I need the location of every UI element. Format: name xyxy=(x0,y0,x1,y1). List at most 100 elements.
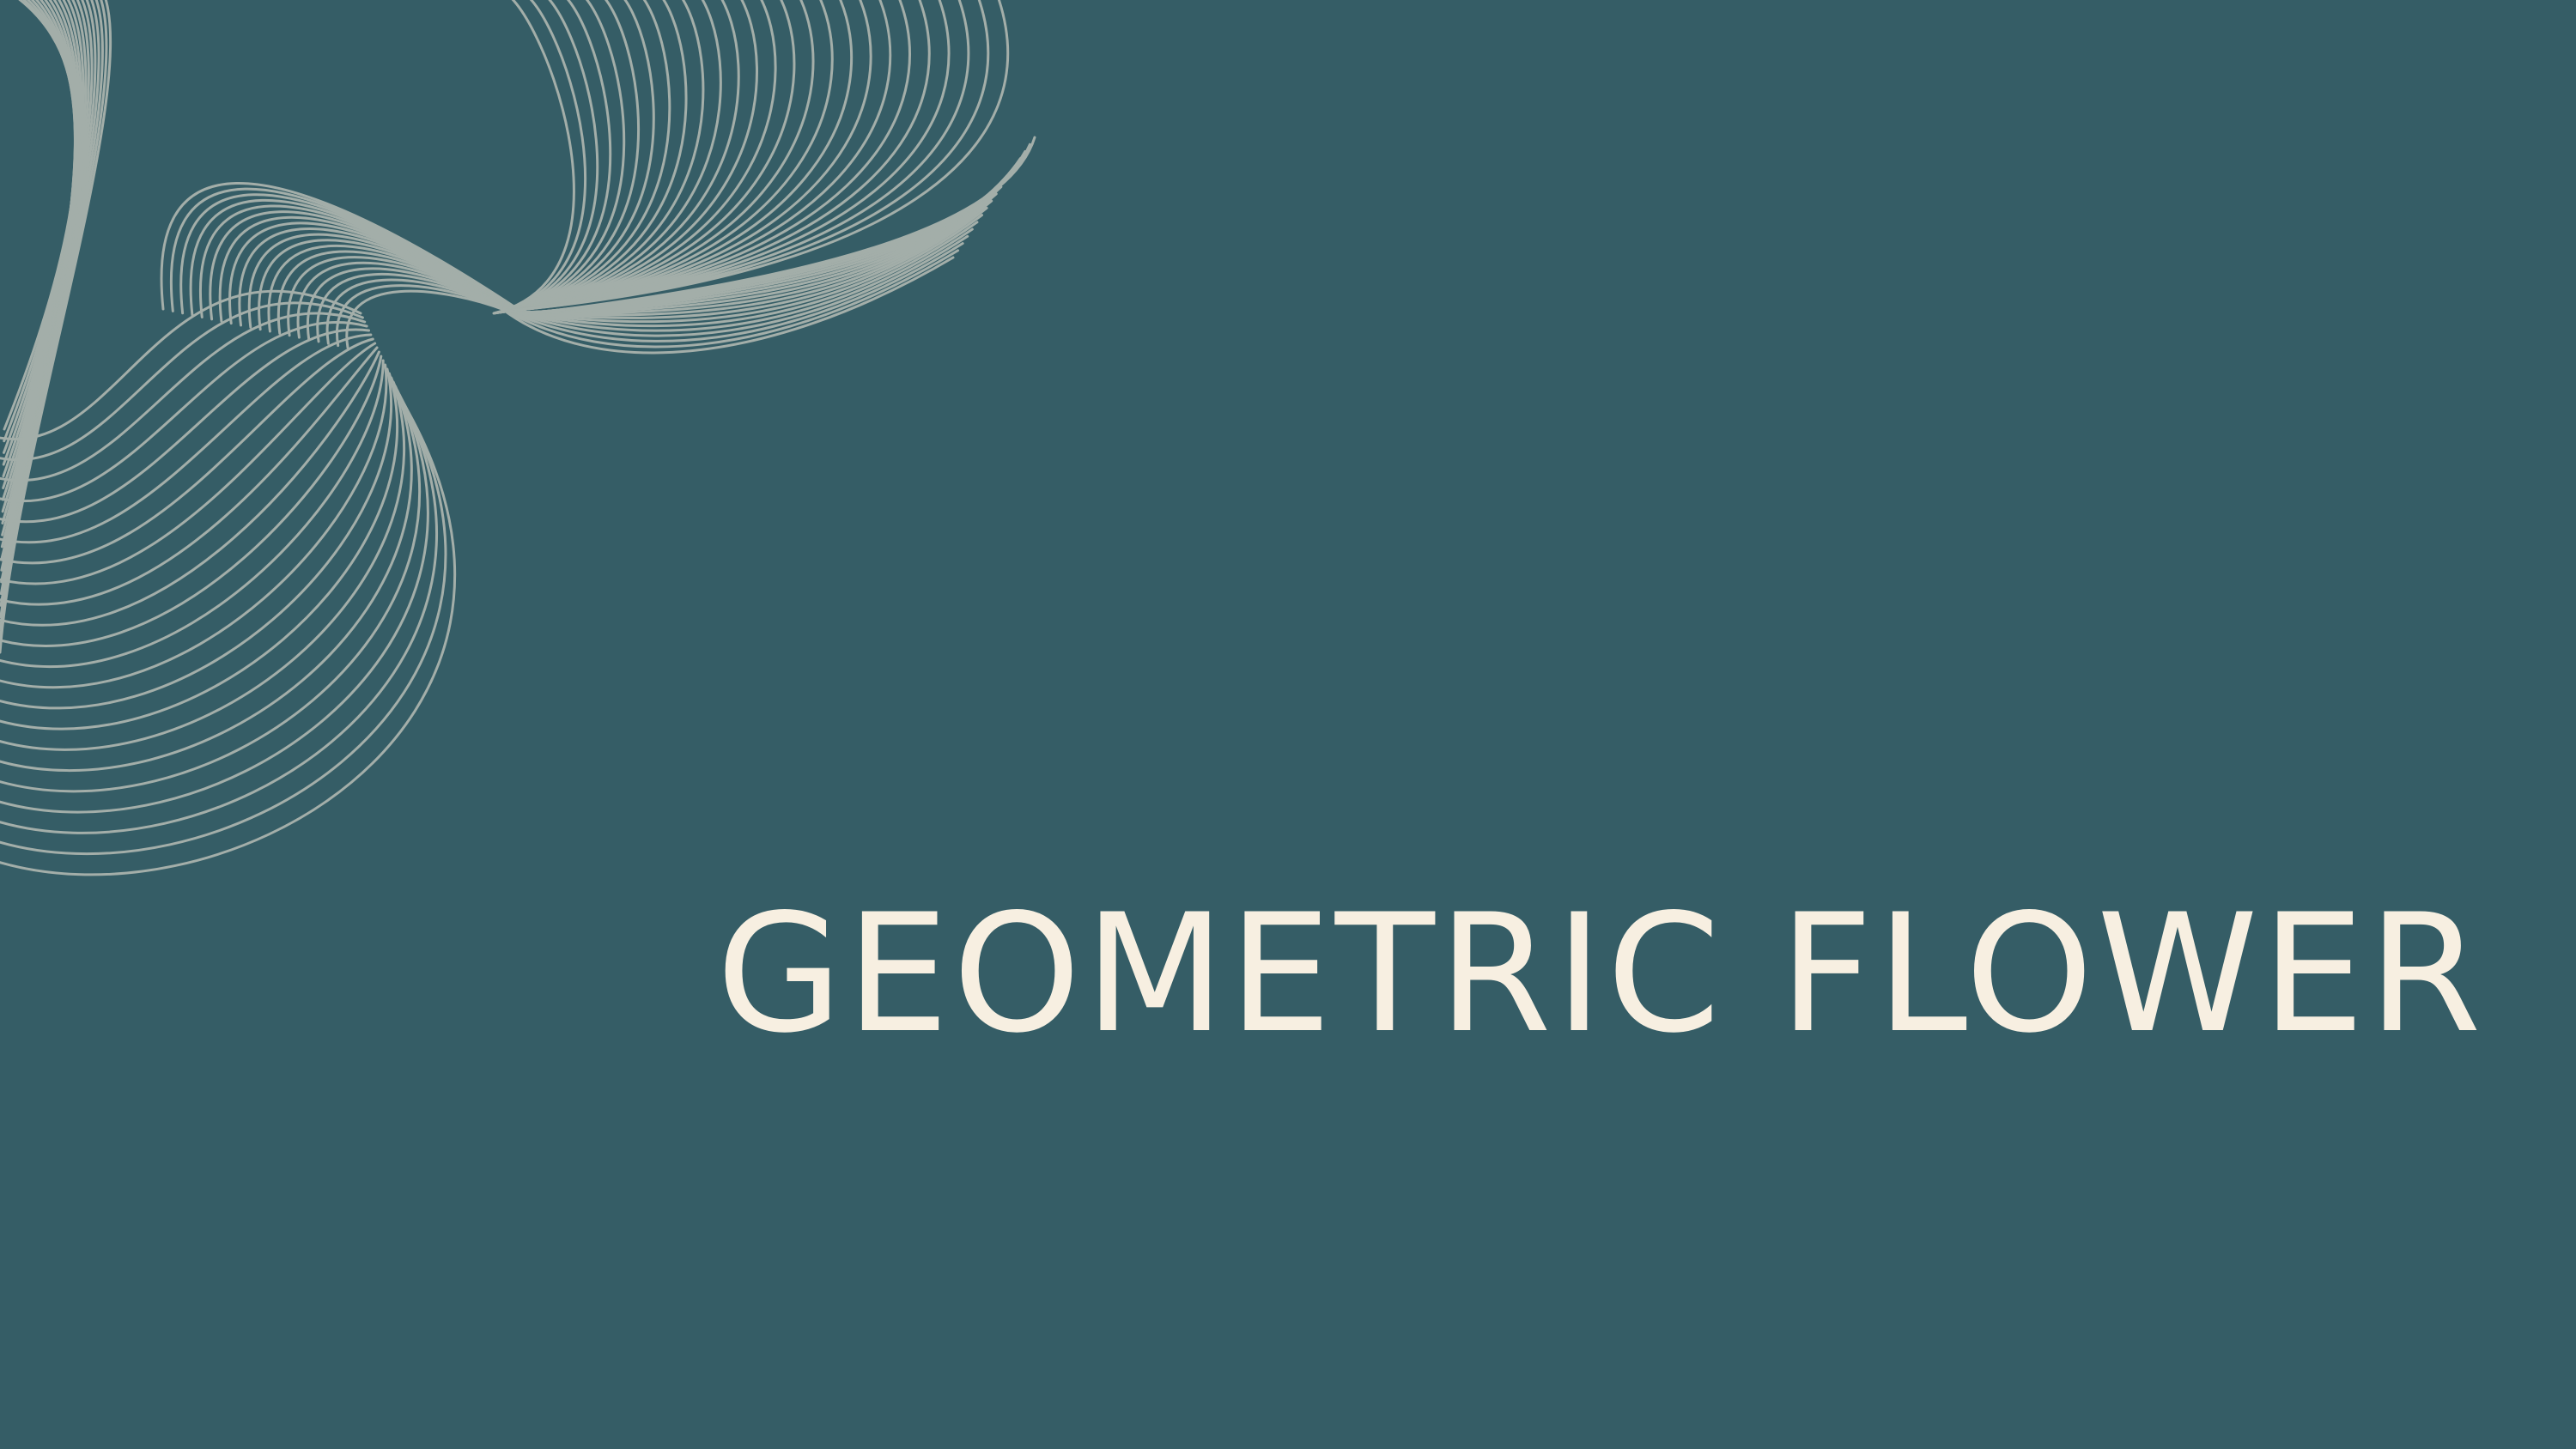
wave-line-upper-loop xyxy=(306,267,510,342)
wave-line-top-left xyxy=(1,0,79,524)
wave-line-left xyxy=(0,312,367,482)
wave-line-top-left xyxy=(0,0,112,654)
wave-line-upper-loop xyxy=(258,239,513,331)
wave-line-upper-loop xyxy=(189,198,515,317)
wave-line-lower-swoop xyxy=(516,171,1012,314)
wave-line-lower-swoop xyxy=(501,256,955,355)
wave-line-diagonal xyxy=(494,0,612,315)
wave-line-upper-loop xyxy=(276,250,512,335)
wave-line-lower-swoop xyxy=(506,227,974,332)
slide-title: GEOMETRIC FLOWER xyxy=(716,879,2485,1069)
wave-line-lower-swoop xyxy=(504,234,969,337)
wave-line-lower-swoop xyxy=(521,142,1031,316)
wave-line-diagonal xyxy=(497,0,671,314)
wave-line-upper-loop xyxy=(179,193,516,315)
wave-line-left xyxy=(0,402,456,876)
wave-line-left xyxy=(0,376,405,751)
wave-line-lower-swoop xyxy=(517,164,1018,315)
wave-line-top-left xyxy=(1,0,81,537)
wave-line-diagonal xyxy=(508,0,990,312)
wave-line-left xyxy=(0,359,385,669)
wave-line-left xyxy=(0,393,438,834)
wave-line-lower-swoop xyxy=(522,136,1036,316)
wave-line-upper-loop xyxy=(218,215,514,323)
wave-line-lower-swoop xyxy=(511,199,993,317)
wave-line-upper-loop xyxy=(160,182,517,311)
wave-line-lower-swoop xyxy=(501,249,960,349)
wave-line-upper-loop xyxy=(228,221,513,325)
wave-line-diagonal xyxy=(505,0,892,313)
wave-line-diagonal xyxy=(507,0,951,312)
wave-line-lower-swoop xyxy=(514,178,1007,314)
wave-line-diagonal xyxy=(500,0,740,314)
wave-line-left xyxy=(0,363,388,689)
wave-line-top-left xyxy=(0,0,88,572)
wave-line-left xyxy=(0,389,429,814)
wave-line-top-left xyxy=(0,0,85,561)
wave-line-diagonal xyxy=(506,0,911,313)
wave-line-left xyxy=(0,367,393,710)
wave-line-top-left xyxy=(0,0,97,607)
wave-line-top-left xyxy=(0,0,94,596)
wave-line-lower-swoop xyxy=(509,206,988,319)
wave-line-upper-loop xyxy=(247,233,513,329)
wave-line-diagonal xyxy=(507,0,931,312)
wave-line-upper-loop xyxy=(296,261,511,339)
wave-line-left xyxy=(0,328,371,523)
wave-line-left xyxy=(0,289,362,440)
wave-line-top-left xyxy=(0,0,104,631)
wave-line-left xyxy=(0,337,374,565)
wave-line-diagonal xyxy=(504,0,854,313)
wave-line-upper-loop xyxy=(335,284,509,348)
wave-line-upper-loop xyxy=(316,272,510,343)
wave-line-top-left xyxy=(1,0,77,501)
wave-line-diagonal xyxy=(493,0,587,315)
wave-line-diagonal xyxy=(509,0,1010,312)
wave-line-left xyxy=(0,346,379,606)
wave-line-left xyxy=(0,385,422,793)
wave-line-diagonal xyxy=(502,0,815,313)
wave-line-diagonal xyxy=(496,0,655,314)
wave-line-left xyxy=(0,301,364,461)
wave-line-diagonal xyxy=(501,0,796,313)
wave-line-lower-swoop xyxy=(513,185,1003,314)
wave-line-left xyxy=(0,372,399,731)
wave-line-lower-swoop xyxy=(519,149,1027,315)
wave-line-lower-swoop xyxy=(503,242,964,343)
wave-line-diagonal xyxy=(494,0,599,315)
wave-line-diagonal xyxy=(499,0,722,314)
wave-line-upper-loop xyxy=(325,278,509,345)
wave-line-diagonal xyxy=(495,0,626,315)
wave-line-upper-loop xyxy=(345,289,508,349)
wave-line-diagonal xyxy=(503,0,834,313)
wave-line-left xyxy=(0,350,380,627)
line-wave-ribbon-icon xyxy=(0,0,1036,876)
wave-line-left xyxy=(0,355,383,647)
wave-line-top-left xyxy=(3,0,78,431)
wave-line-diagonal xyxy=(501,0,777,313)
wave-line-upper-loop xyxy=(209,210,514,321)
wave-line-diagonal xyxy=(498,0,705,314)
wave-line-left xyxy=(0,321,368,502)
wave-line-diagonal xyxy=(504,0,872,313)
wave-line-lower-swoop xyxy=(508,214,984,324)
wave-line-left xyxy=(0,397,447,856)
wave-line-top-left xyxy=(0,0,90,584)
wave-line-diagonal xyxy=(501,0,758,314)
wave-line-upper-loop xyxy=(199,204,515,318)
wave-line-lower-swoop xyxy=(512,192,998,315)
wave-line-top-left xyxy=(0,0,82,549)
wave-line-upper-loop xyxy=(238,227,513,327)
wave-line-top-left xyxy=(2,0,77,454)
wave-line-diagonal xyxy=(507,0,970,312)
wave-line-diagonal xyxy=(492,0,575,315)
wave-line-top-left xyxy=(0,0,100,619)
wave-line-diagonal xyxy=(495,0,640,314)
wave-line-upper-loop xyxy=(169,187,516,312)
wave-line-upper-loop xyxy=(287,256,511,337)
wave-line-left xyxy=(0,380,413,773)
wave-line-top-left xyxy=(2,0,76,466)
wave-line-diagonal xyxy=(497,0,688,314)
wave-line-lower-swoop xyxy=(519,157,1022,315)
